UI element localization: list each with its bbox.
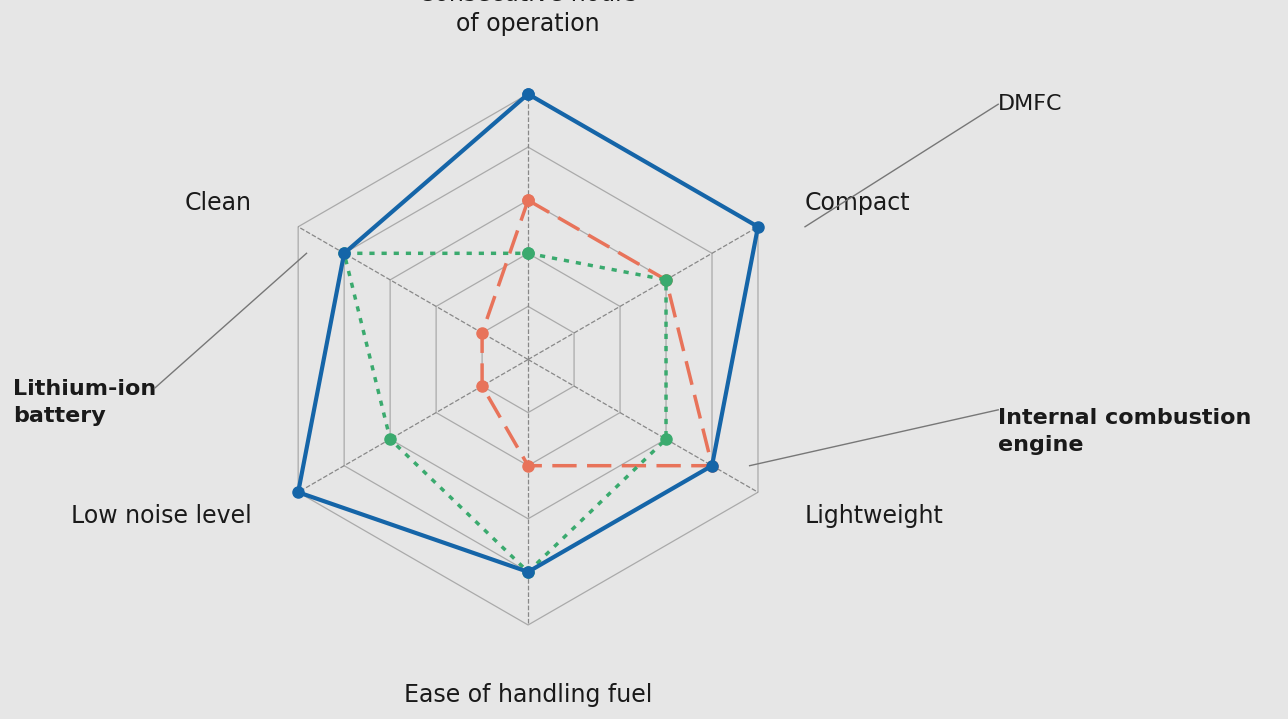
Text: Consecutive hours
of operation: Consecutive hours of operation [419, 0, 638, 36]
Text: Lithium-ion
battery: Lithium-ion battery [13, 380, 156, 426]
Text: Clean: Clean [184, 191, 251, 215]
Text: Internal combustion
engine: Internal combustion engine [998, 408, 1252, 454]
Text: Lightweight: Lightweight [805, 504, 944, 528]
Text: Ease of handling fuel: Ease of handling fuel [404, 683, 652, 707]
Text: DMFC: DMFC [998, 94, 1063, 114]
Text: Compact: Compact [805, 191, 911, 215]
Text: Low noise level: Low noise level [71, 504, 251, 528]
